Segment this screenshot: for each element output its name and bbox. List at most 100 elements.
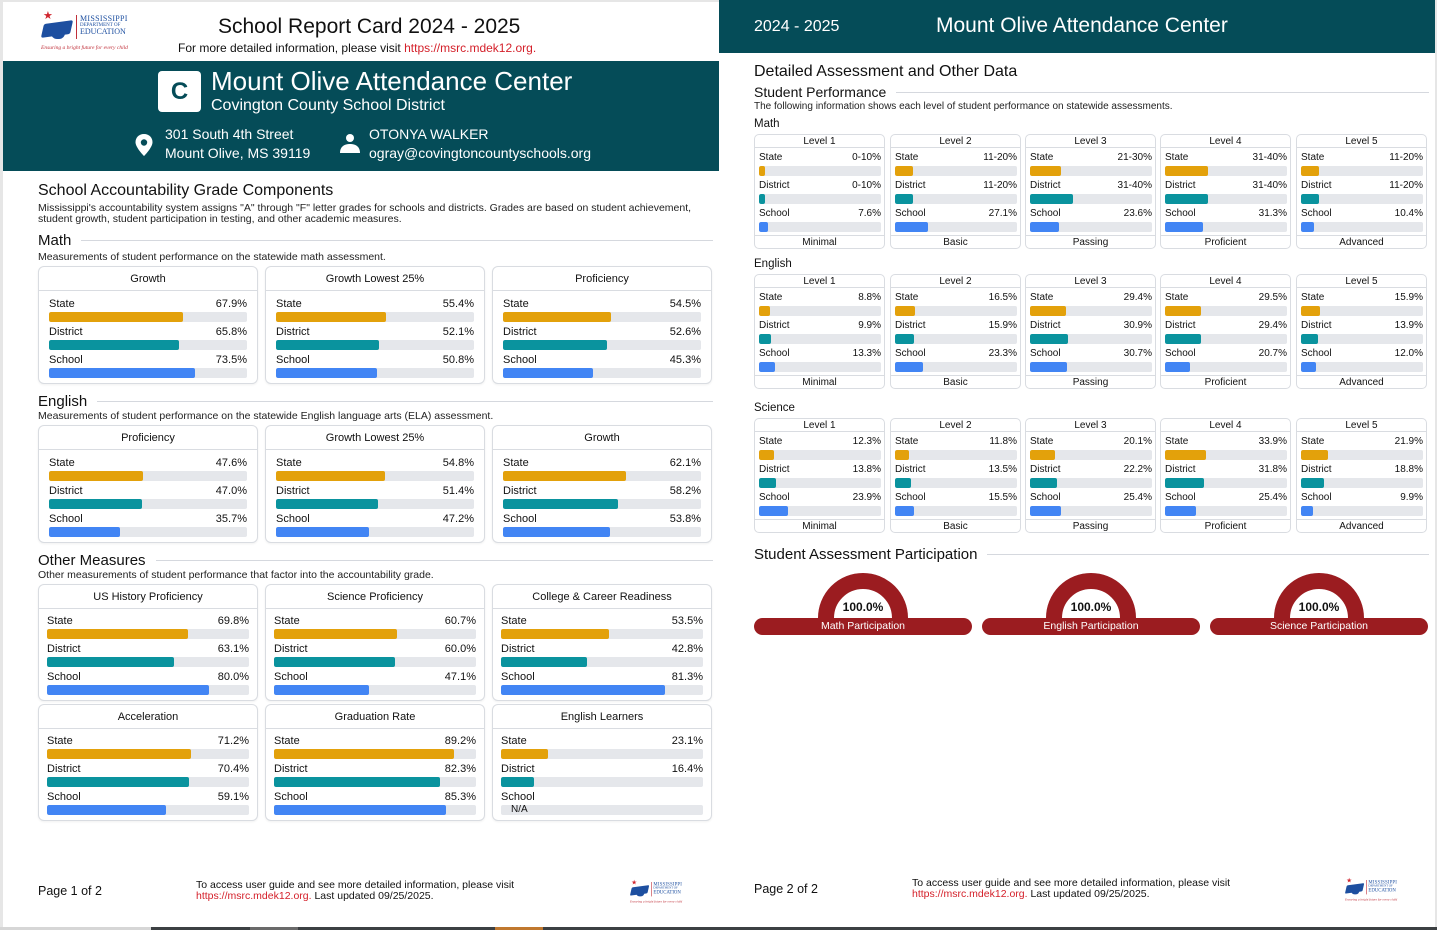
report-page-1: ★ MISSISSIPPI DEPARTMENT OF EDUCATION En… — [0, 0, 719, 928]
address-line2: Mount Olive, MS 39119 — [165, 145, 311, 161]
metric-label: District — [49, 326, 83, 338]
metric-row-school: School 80.0% — [47, 668, 249, 696]
level-title: Level 3 — [1026, 275, 1155, 288]
metric-row-state: State 53.5% — [501, 612, 703, 640]
metric-value: 55.4% — [442, 298, 474, 310]
progress-fill-district — [895, 194, 914, 204]
progress-fill-district — [1301, 478, 1324, 488]
metric-label: State — [503, 457, 529, 469]
metric-label: School — [501, 671, 535, 683]
progress-track: N/A — [501, 805, 703, 815]
progress-fill-school — [1301, 222, 1314, 232]
metric-value: 70.4% — [217, 763, 249, 775]
progress-fill-state — [1165, 450, 1207, 460]
progress-fill-district — [47, 777, 190, 787]
metric-value: 16.4% — [671, 763, 703, 775]
logo-line3: EDUCATION — [653, 889, 681, 895]
card-title: Growth Lowest 25% — [266, 267, 484, 291]
metric-row-district: District 51.4% — [276, 482, 474, 510]
logo-line3: EDUCATION — [80, 27, 126, 36]
progress-track — [895, 194, 1017, 204]
gauge-label: Math Participation — [754, 618, 972, 635]
level-row-value: 15.5% — [988, 492, 1017, 503]
level-title: Level 3 — [1026, 419, 1155, 432]
metric-card-growth-lowest-25pct: Growth Lowest 25% State 55.4% District 52.1%… — [265, 266, 485, 384]
metric-row-school: School 85.3% — [274, 788, 476, 816]
location-pin-icon — [135, 134, 153, 156]
footer-link[interactable]: https://msrc.mdek12.org. — [196, 889, 312, 902]
level-row-school: School 10.4% — [1300, 206, 1423, 234]
level-row-district: District 31-40% — [1164, 178, 1287, 206]
contact-email[interactable]: ogray@covingtoncountyschools.org — [369, 145, 592, 161]
detailed-heading: Detailed Assessment and Other Data — [754, 63, 1018, 80]
metric-value: 47.1% — [444, 671, 476, 683]
gauge-value: 100.0% — [842, 600, 884, 614]
level-row-label: State — [759, 292, 783, 303]
level-row-school: School 20.7% — [1164, 346, 1287, 374]
progress-fill-school — [274, 685, 370, 695]
metric-row-state: State 54.5% — [503, 295, 701, 323]
metric-value: 45.3% — [669, 354, 701, 366]
level-row-value: 11-20% — [983, 180, 1017, 191]
footer-link[interactable]: https://msrc.mdek12.org. — [912, 887, 1028, 900]
level-row-district: District 0-10% — [758, 178, 881, 206]
level-row-label: State — [1030, 152, 1054, 163]
metric-label: State — [49, 457, 75, 469]
subject-label-english: English — [754, 258, 792, 270]
msrc-link[interactable]: https://msrc.mdek12.org. — [404, 41, 537, 55]
progress-fill-school — [895, 506, 914, 516]
metric-row-school: School 50.8% — [276, 351, 474, 379]
metric-card-graduation-rate: Graduation Rate State 89.2% District 82.3% Sc… — [265, 704, 485, 821]
gauge-english-participation: 100.0% English Participation — [982, 573, 1200, 639]
metric-value: 53.5% — [671, 615, 703, 627]
metric-card-proficiency: Proficiency State 54.5% District 52.6% School… — [492, 266, 712, 384]
metric-label: District — [49, 485, 83, 497]
level-row-label: School — [895, 348, 926, 359]
progress-fill-state — [1301, 166, 1320, 176]
level-row-label: District — [895, 180, 926, 191]
level-row-value: 0-10% — [852, 180, 881, 191]
metric-label: State — [274, 735, 300, 747]
progress-fill-district — [501, 777, 535, 787]
level-row-label: State — [895, 436, 919, 447]
progress-fill-school — [503, 368, 593, 378]
level-row-value: 15.9% — [988, 320, 1017, 331]
level-descriptor: Basic — [891, 519, 1020, 532]
progress-track — [49, 471, 247, 481]
gauge-math-participation: 100.0% Math Participation — [754, 573, 972, 639]
level-row-school: School 31.3% — [1164, 206, 1287, 234]
level-descriptor: Passing — [1026, 235, 1155, 248]
level-row-state: State 0-10% — [758, 150, 881, 178]
level-card-math-level-3: Level 3 State 21-30% District 31-40% School 23… — [1025, 134, 1156, 249]
level-row-value: 23.3% — [988, 348, 1017, 359]
level-row-label: State — [1030, 292, 1054, 303]
level-row-state: State 11-20% — [894, 150, 1017, 178]
level-row-value: 31-40% — [1117, 180, 1152, 191]
level-row-label: State — [895, 152, 919, 163]
progress-track — [49, 312, 247, 322]
metric-row-school: School 81.3% — [501, 668, 703, 696]
progress-track — [895, 166, 1017, 176]
progress-fill-district — [1165, 194, 1208, 204]
level-row-label: State — [895, 292, 919, 303]
level-row-label: District — [1165, 464, 1196, 475]
school-header-band: C Mount Olive Attendance Center Covingto… — [3, 61, 719, 171]
metric-label: District — [47, 643, 81, 655]
progress-fill-school — [1030, 362, 1068, 372]
progress-fill-school — [1165, 222, 1204, 232]
progress-track — [47, 685, 249, 695]
metric-value: 58.2% — [669, 485, 701, 497]
metric-label: State — [274, 615, 300, 627]
metric-label: School — [49, 354, 83, 366]
level-row-school: School 13.3% — [758, 346, 881, 374]
progress-track — [1030, 506, 1152, 516]
level-row-value: 30.9% — [1123, 320, 1152, 331]
footer-logo: ★ MISSISSIPPI DEPARTMENT OF EDUCATION En… — [629, 879, 682, 904]
level-row-state: State 21-30% — [1029, 150, 1152, 178]
accountability-description: Mississippi's accountability system assi… — [38, 202, 692, 225]
metric-value: 81.3% — [671, 671, 703, 683]
metric-row-state: State 47.6% — [49, 454, 247, 482]
level-title: Level 4 — [1161, 419, 1290, 432]
progress-fill-state — [503, 312, 611, 322]
level-descriptor: Passing — [1026, 375, 1155, 388]
